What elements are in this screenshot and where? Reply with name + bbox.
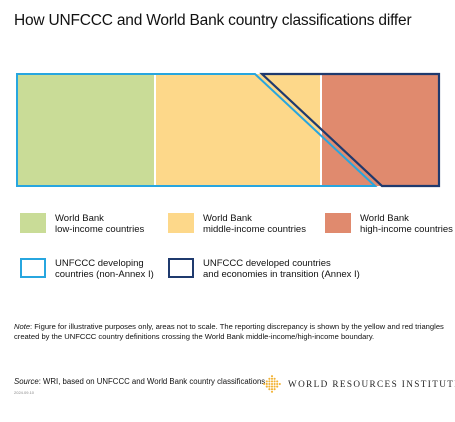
wri-logo-dot (265, 380, 268, 383)
wri-logo-dot (270, 375, 274, 378)
low-income-region (17, 74, 155, 186)
legend-middle-income-label: World Bank middle-income countries (203, 213, 306, 235)
wri-logo-dot (276, 382, 279, 386)
wri-logo-dot (268, 388, 271, 391)
wri-logo-dot (265, 385, 268, 388)
unfccc-developed-outline (259, 72, 441, 188)
wri-diamond-logo-icon (263, 375, 281, 393)
wri-logo-dot (270, 380, 274, 383)
unfccc-developing-outline (16, 73, 378, 187)
high-income-region (321, 74, 439, 186)
note-label: Note (14, 322, 31, 331)
note-text: : Figure for illustrative purposes only,… (14, 322, 444, 341)
wri-logo-dot (268, 382, 271, 386)
wri-logo-dot (270, 385, 274, 388)
source-text: : WRI, based on UNFCCC and World Bank co… (38, 377, 268, 386)
unfccc-developing-swatch (20, 258, 46, 278)
high-income-swatch (325, 213, 351, 233)
wri-logo-dot (273, 377, 276, 380)
legend-high-income-label: World Bank high-income countries (360, 213, 453, 235)
wri-logo-dot (268, 377, 271, 380)
wri-logo-dot (273, 380, 276, 383)
wri-logo-dot (270, 377, 274, 380)
wri-logo-dot (273, 385, 276, 388)
middle-income-region (155, 74, 321, 186)
source-label: Source (14, 377, 39, 386)
legend-unfccc-developing: UNFCCC developing countries (non-Annex I… (20, 258, 154, 280)
wri-logo-dot (270, 388, 274, 391)
wri-logo-dot (276, 380, 279, 383)
wri-logo-dot (270, 390, 274, 393)
wri-logo-dot (268, 380, 271, 383)
publication-date: 2024.09.10 (14, 390, 35, 395)
wri-logo-dot (273, 382, 276, 386)
legend-unfccc-developed-label: UNFCCC developed countries and economies… (203, 258, 360, 280)
page-title: How UNFCCC and World Bank country classi… (14, 12, 412, 29)
wri-logo-dot (263, 382, 266, 386)
middle-income-swatch (168, 213, 194, 233)
wri-logo-text: WORLD RESOURCES INSTITUTE (288, 379, 455, 389)
legend-unfccc-developing-label: UNFCCC developing countries (non-Annex I… (55, 258, 154, 280)
wri-logo-dot (265, 382, 268, 386)
wri-logo: WORLD RESOURCES INSTITUTE (262, 374, 455, 394)
legend-high-income: World Bank high-income countries (325, 213, 453, 235)
legend-middle-income: World Bank middle-income countries (168, 213, 306, 235)
classification-diagram (16, 72, 441, 188)
figure-note: Note: Figure for illustrative purposes o… (14, 322, 444, 342)
wri-logo-dot (278, 382, 281, 386)
legend-low-income: World Bank low-income countries (20, 213, 144, 235)
legend-unfccc-developed: UNFCCC developed countries and economies… (168, 258, 360, 280)
unfccc-developed-swatch (168, 258, 194, 278)
wri-logo-dot (270, 382, 274, 386)
legend-low-income-label: World Bank low-income countries (55, 213, 145, 235)
wri-logo-dot (268, 385, 271, 388)
wri-logo-dot (273, 388, 276, 391)
figure-source: Source: WRI, based on UNFCCC and World B… (14, 377, 267, 386)
wri-logo-dot (276, 385, 279, 388)
low-income-swatch (20, 213, 46, 233)
